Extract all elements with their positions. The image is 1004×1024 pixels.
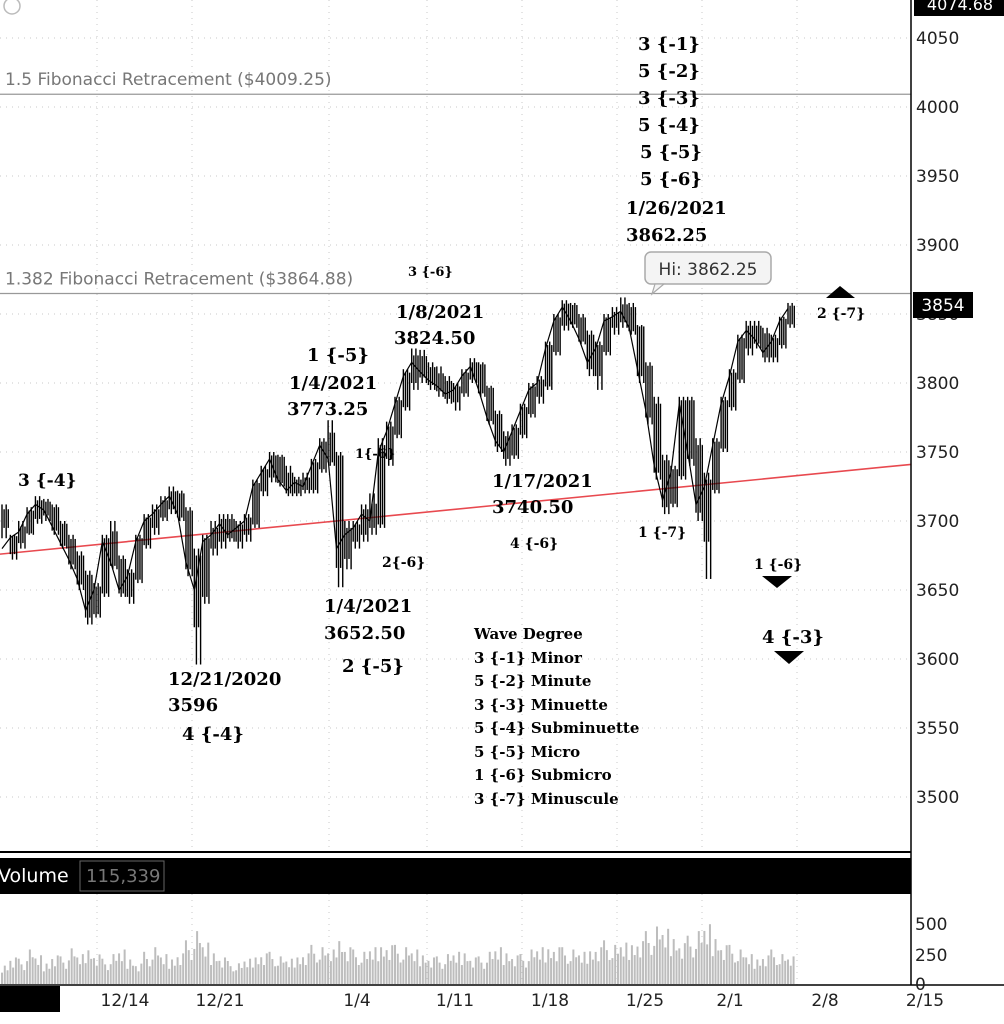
- current-price-box: [913, 292, 973, 318]
- fib-label: 1.382 Fibonacci Retracement ($3864.88): [5, 269, 353, 289]
- time-tick-label: 2/8: [811, 991, 838, 1011]
- wave-stack-item: 5 {-4}: [638, 115, 700, 136]
- volume-label: Volume: [0, 865, 69, 887]
- time-tick-label: 1/18: [531, 991, 569, 1011]
- time-tick-label: 1/25: [626, 991, 664, 1011]
- wave-annotations: 3 {-4} 12/21/2020 3596 4 {-4} 1 {-5} 1/4…: [18, 34, 865, 745]
- volume-tick-0: 0: [915, 975, 926, 995]
- price-tick-label: 3950: [916, 167, 959, 187]
- time-tick-label: 1/11: [436, 991, 474, 1011]
- wave-stack-item: 3 {-3}: [638, 88, 700, 109]
- hi-callout-box: [644, 251, 772, 285]
- wave-price: 3824.50: [394, 328, 475, 349]
- legend-title: Wave Degree: [473, 625, 583, 643]
- wave-price: 3773.25: [287, 399, 368, 420]
- wave-label: 4 {-4}: [182, 724, 244, 745]
- volume-series: [1, 924, 795, 984]
- time-tick-label: 1/4: [343, 991, 370, 1011]
- wave-stack-item: 3 {-1}: [638, 34, 700, 55]
- volume-value: 115,339: [86, 866, 160, 887]
- wave-stack-item: 5 {-2}: [638, 61, 700, 82]
- wave-date: 1/8/2021: [396, 302, 484, 323]
- wave-label: 1{-6}: [355, 447, 395, 462]
- fib-label: 1.5 Fibonacci Retracement ($4009.25): [5, 70, 332, 90]
- wave-date: 1/17/2021: [492, 471, 593, 492]
- wave-degree-legend: Wave Degree 3 {-1} Minor 5 {-2} Minute 3…: [473, 625, 639, 808]
- trendline: [0, 463, 912, 555]
- wave-price: 3596: [168, 695, 218, 716]
- legend-item: 5 {-4} Subminuette: [474, 719, 639, 737]
- time-tick-label: 2/15: [906, 991, 944, 1011]
- price-tick-label: 3900: [916, 236, 959, 256]
- price-tick-label: 4000: [916, 98, 959, 118]
- wave-label: 1 {-7}: [638, 525, 686, 541]
- price-tick-label: 3600: [916, 650, 959, 670]
- wave-label: 4 {-6}: [510, 536, 558, 552]
- price-tick-label: 4050: [916, 29, 959, 49]
- hi-callout-label: Hi: 3862.25: [659, 260, 758, 280]
- time-axis-panel: [0, 985, 1004, 1024]
- price-tick-label: 3700: [916, 512, 959, 532]
- legend-item: 5 {-5} Micro: [474, 743, 580, 761]
- wave-label: 4 {-3}: [762, 627, 824, 648]
- time-tick-label: 2/1: [716, 991, 743, 1011]
- price-tick-label: 3800: [916, 374, 959, 394]
- legend-item: 3 {-1} Minor: [474, 649, 583, 667]
- price-series: [1, 297, 795, 665]
- volume-tick-250: 250: [915, 946, 947, 966]
- current-price-label: 3854: [921, 296, 964, 316]
- wave-top-date: 1/26/2021: [626, 198, 727, 219]
- wave-date: 1/4/2021: [289, 373, 377, 394]
- legend-item: 1 {-6} Submicro: [474, 766, 612, 784]
- price-line: [1, 305, 789, 613]
- wave-label: 3 {-4}: [18, 471, 77, 491]
- time-tick-label: 12/21: [196, 991, 245, 1011]
- wave-date: 12/21/2020: [168, 669, 281, 690]
- hi-callout-pointer: [650, 283, 666, 296]
- price-axis-panel: [911, 0, 1004, 1024]
- time-tick-label: 12/14: [101, 991, 150, 1011]
- wave-top-price: 3862.25: [626, 225, 707, 246]
- down-triangle-marker: [774, 651, 804, 664]
- price-tick-label: 3550: [916, 719, 959, 739]
- price-tick-label: 3500: [916, 788, 959, 808]
- wave-label: 1 {-6}: [754, 557, 802, 573]
- legend-item: 3 {-7} Minuscule: [474, 790, 619, 808]
- wave-stack-item: 5 {-6}: [640, 169, 702, 190]
- wave-date: 1/4/2021: [324, 596, 412, 617]
- wave-label: 2{-6}: [382, 555, 425, 571]
- trendline-group: [0, 463, 912, 555]
- legend-item: 5 {-2} Minute: [474, 672, 591, 690]
- price-tick-labels: 3500355036003650370037503800385039003950…: [916, 29, 959, 808]
- price-tick-label: 3650: [916, 581, 959, 601]
- down-triangle-marker: [762, 576, 792, 588]
- fibonacci-lines: 1.5 Fibonacci Retracement ($4009.25) 1.38…: [0, 70, 911, 295]
- wave-label: 2 {-5}: [342, 656, 404, 677]
- info-icon[interactable]: [3, 0, 21, 15]
- wave-price: 3740.50: [492, 497, 573, 518]
- top-price-box: [914, 0, 1004, 16]
- time-cursor-box: [0, 986, 60, 1012]
- wave-label: 3 {-6}: [408, 265, 453, 280]
- legend-item: 3 {-3} Minuette: [474, 696, 608, 714]
- volume-tick-500: 500: [915, 915, 947, 935]
- wave-label: 1 {-5}: [307, 345, 369, 366]
- wave-price: 3652.50: [324, 623, 405, 644]
- up-triangle-marker: [826, 286, 855, 298]
- price-tick-label: 3750: [916, 443, 959, 463]
- volume-value-box: [79, 860, 165, 892]
- wave-label: 2 {-7}: [817, 306, 865, 322]
- wave-stack-item: 5 {-5}: [640, 142, 702, 163]
- top-price-label: 4074.68: [927, 0, 993, 14]
